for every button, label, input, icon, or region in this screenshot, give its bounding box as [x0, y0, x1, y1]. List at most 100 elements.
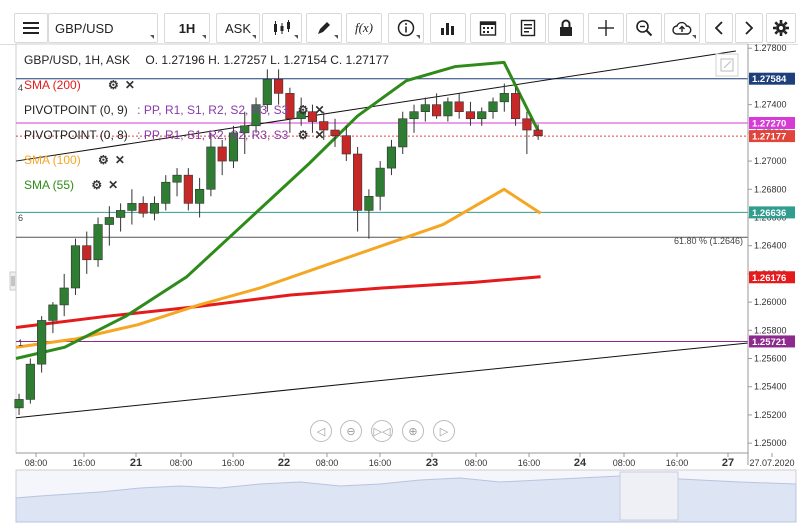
time-tick-label: 16:00: [222, 458, 245, 468]
candle-body: [477, 111, 487, 120]
zoom-in-button[interactable]: ⊕: [402, 420, 424, 442]
candle-body: [25, 363, 35, 400]
sma55-line: [15, 60, 542, 360]
settings-button[interactable]: [766, 13, 796, 43]
time-tick-label: 08:00: [25, 458, 48, 468]
crosshair-button[interactable]: [588, 13, 624, 43]
zoom-button[interactable]: [626, 13, 662, 43]
candle-body: [443, 101, 453, 117]
price-tick-label: 1.25400: [754, 382, 787, 392]
scroll-back-button[interactable]: [705, 13, 733, 43]
gear-icon[interactable]: ⚙: [297, 103, 309, 117]
symbol-selector[interactable]: GBP/USD: [48, 13, 158, 43]
chevron-left-icon: [714, 21, 723, 35]
candle-body: [274, 78, 284, 94]
price-tick-label: 1.25000: [754, 438, 787, 448]
gear-icon[interactable]: ⚙: [91, 178, 103, 192]
time-tick-label: 22: [278, 457, 290, 469]
moving-averages: [15, 60, 542, 360]
candle-body: [375, 167, 385, 197]
bar-chart-icon: [441, 23, 454, 35]
price-tick-label: 1.27800: [754, 43, 787, 53]
price-badge: [749, 116, 795, 129]
price-type-label: ASK: [224, 20, 251, 36]
navigator[interactable]: [15, 469, 797, 523]
candle-body: [161, 181, 171, 204]
legend-pivot8[interactable]: PIVOTPOINT (0, 8) : PP, R1, S1, R2, S2, …: [24, 128, 325, 142]
left-mark-3: 1: [18, 338, 23, 348]
left-mark-2: 6: [18, 213, 23, 223]
price-badge-label: 1.27584: [752, 74, 787, 85]
scroll-left-button[interactable]: ◁: [310, 420, 332, 442]
legend-sma200[interactable]: SMA (200) ⚙ ✕: [24, 78, 135, 92]
candle-body: [533, 129, 543, 136]
volume-button[interactable]: [430, 13, 466, 43]
menu-button[interactable]: [14, 13, 48, 43]
trend-line[interactable]: [15, 50, 736, 162]
scroll-forward-button[interactable]: [735, 13, 763, 43]
legend-pivot9[interactable]: PIVOTPOINT (0, 9) : PP, R1, S1, R2, S2, …: [24, 103, 325, 117]
calendar-button[interactable]: [470, 13, 506, 43]
draw-tool-button[interactable]: [306, 13, 342, 43]
price-tick-label: 1.25200: [754, 410, 787, 420]
candles-icon: [274, 20, 290, 35]
candle-body: [420, 104, 430, 112]
zoom-out-button[interactable]: ⊖: [340, 420, 362, 442]
hamburger-icon: [23, 22, 39, 34]
time-tick-label: 21: [130, 457, 142, 469]
reset-button[interactable]: ▷◁: [371, 420, 393, 442]
candle-body: [364, 196, 374, 211]
time-tick-label: 16:00: [369, 458, 392, 468]
close-icon[interactable]: ✕: [314, 103, 325, 117]
timeframe-label: 1H: [178, 20, 196, 36]
time-tick-label: 08:00: [465, 458, 488, 468]
price-badge-label: 1.25721: [752, 337, 787, 348]
sma200-line: [15, 275, 541, 329]
gear-icon[interactable]: ⚙: [98, 153, 109, 167]
timeframe-selector[interactable]: 1H: [164, 13, 210, 43]
time-axis: 08:00 16:00 21 08:00 16:00 22 08:00 16:00 23 08:0…: [16, 452, 795, 469]
price-tick-label: 1.27400: [754, 100, 787, 110]
gear-icon[interactable]: ⚙: [297, 128, 309, 142]
candle-body: [70, 245, 81, 289]
price-tick-label: 1.26400: [754, 241, 787, 251]
price-badges: 1.27584 1.27270 1.27177 1.26636 1.26176 1.257…: [749, 72, 795, 348]
close-icon[interactable]: ✕: [124, 78, 135, 92]
candle-body: [465, 111, 476, 120]
price-type-selector[interactable]: ASK: [216, 13, 260, 43]
scroll-right-button[interactable]: ▷: [433, 420, 455, 442]
fx-icon: f(x): [354, 20, 374, 35]
candles: [14, 69, 543, 415]
indicators-button[interactable]: f(x): [346, 13, 382, 43]
gear-icon[interactable]: ⚙: [108, 78, 119, 92]
close-icon[interactable]: ✕: [108, 178, 119, 192]
news-button[interactable]: [510, 13, 546, 43]
lock-button[interactable]: [548, 13, 584, 43]
chart-header: GBP/USD, 1H, ASK O. 1.27196 H. 1.27257 L…: [24, 53, 389, 67]
trend-line[interactable]: [15, 342, 749, 419]
close-icon[interactable]: ✕: [114, 153, 125, 167]
fib-label: 61.80 % (1.2646): [674, 236, 743, 246]
close-icon[interactable]: ✕: [314, 128, 325, 142]
chart-type-button[interactable]: [262, 13, 302, 43]
upload-button[interactable]: [664, 13, 700, 43]
time-tick-label: 08:00: [316, 458, 339, 468]
level-lines: [16, 78, 748, 342]
candle-body: [432, 104, 442, 117]
reset-icon: ▷◁: [373, 425, 391, 438]
gear-icon: [773, 20, 789, 36]
zoom-out-icon: ⊖: [346, 425, 356, 438]
candle-body: [82, 245, 92, 261]
legend-sma100[interactable]: SMA (100) ⚙ ✕: [24, 153, 125, 167]
legend-sma55-label: SMA (55): [24, 178, 75, 192]
document-icon: [520, 19, 536, 37]
legend-sma55[interactable]: SMA (55) ⚙ ✕: [24, 178, 118, 192]
info-button[interactable]: [388, 13, 424, 43]
maximize-icon[interactable]: [715, 53, 739, 77]
time-tick-label: 24: [574, 457, 587, 469]
price-badge-label: 1.27270: [752, 118, 786, 129]
candle-body: [127, 203, 137, 211]
left-edge-grip[interactable]: [9, 271, 17, 291]
time-tick-label: 16:00: [518, 458, 541, 468]
